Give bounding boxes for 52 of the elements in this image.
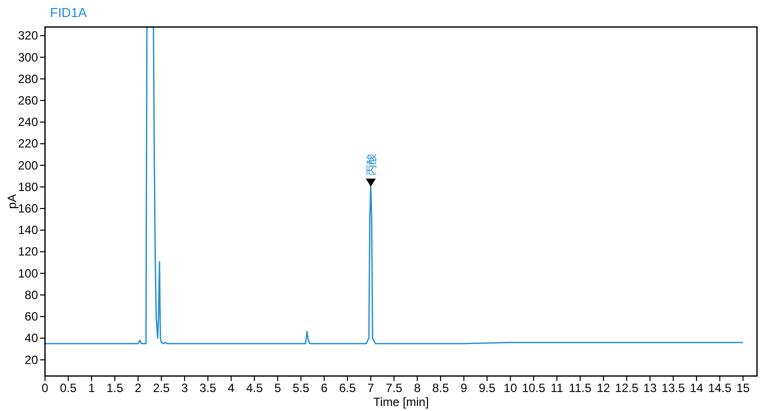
- x-tick-label: 4: [228, 381, 235, 395]
- x-tick-label: 11: [550, 381, 564, 395]
- x-tick-label: 7: [367, 381, 374, 395]
- x-tick-label: 14.5: [708, 381, 732, 395]
- x-axis-title: Time [min]: [373, 395, 429, 409]
- x-tick-label: 9.5: [478, 381, 496, 395]
- y-tick-label: 120: [18, 244, 38, 259]
- x-tick-label: 13: [643, 381, 657, 395]
- x-tick-label: 0: [42, 381, 49, 395]
- y-tick-label: 100: [18, 266, 38, 280]
- x-tick-label: 3.5: [200, 381, 217, 395]
- x-tick-label: 6: [320, 381, 328, 395]
- x-tick-label: 13.5: [662, 381, 686, 395]
- y-tick-label: 260: [18, 93, 38, 108]
- x-tick-label: 5.5: [292, 381, 310, 395]
- chart-title: FID1A: [50, 5, 88, 20]
- y-tick-label: 180: [18, 180, 38, 194]
- x-tick-label: 2.5: [152, 381, 170, 395]
- x-tick-label: 9: [460, 381, 468, 395]
- line-series: [45, 27, 744, 344]
- y-tick-label: 160: [18, 202, 38, 216]
- x-tick-label: 2: [134, 381, 142, 395]
- y-tick-label: 20: [24, 352, 38, 367]
- y-tick-label: 200: [18, 158, 38, 172]
- x-tick-label: 12: [596, 381, 610, 395]
- y-tick-label: 320: [18, 28, 38, 43]
- y-tick-label: 40: [24, 331, 38, 346]
- x-tick-label: 3: [181, 381, 188, 395]
- x-tick-label: 15: [736, 381, 750, 395]
- x-tick-label: 10.5: [522, 381, 546, 395]
- y-axis-title: pA: [5, 194, 19, 209]
- y-tick-label: 240: [18, 115, 38, 130]
- x-tick-label: 0.5: [60, 381, 77, 395]
- y-tick-label: 220: [18, 136, 38, 151]
- x-tick-label: 4.5: [246, 381, 264, 395]
- x-tick-label: 1: [88, 381, 96, 395]
- annotation: 丙酸: [366, 154, 378, 176]
- x-tick-label: 8: [414, 381, 421, 395]
- x-tick-label: 6.5: [339, 381, 356, 395]
- x-tick-label: 5: [274, 381, 282, 395]
- y-tick-label: 280: [18, 72, 38, 86]
- x-tick-label: 11.5: [568, 381, 592, 395]
- y-tick-label: 140: [18, 223, 38, 238]
- y-tick-label: 300: [18, 50, 38, 64]
- y-tick-label: 80: [24, 288, 38, 302]
- x-tick-label: 7.5: [386, 381, 403, 395]
- x-tick-label: 12.5: [615, 381, 639, 395]
- x-tick-label: 10: [504, 381, 518, 395]
- x-tick-label: 1.5: [106, 381, 124, 395]
- x-tick-label: 14: [690, 381, 704, 395]
- x-tick-label: 8.5: [432, 381, 450, 395]
- y-tick-label: 60: [24, 310, 38, 324]
